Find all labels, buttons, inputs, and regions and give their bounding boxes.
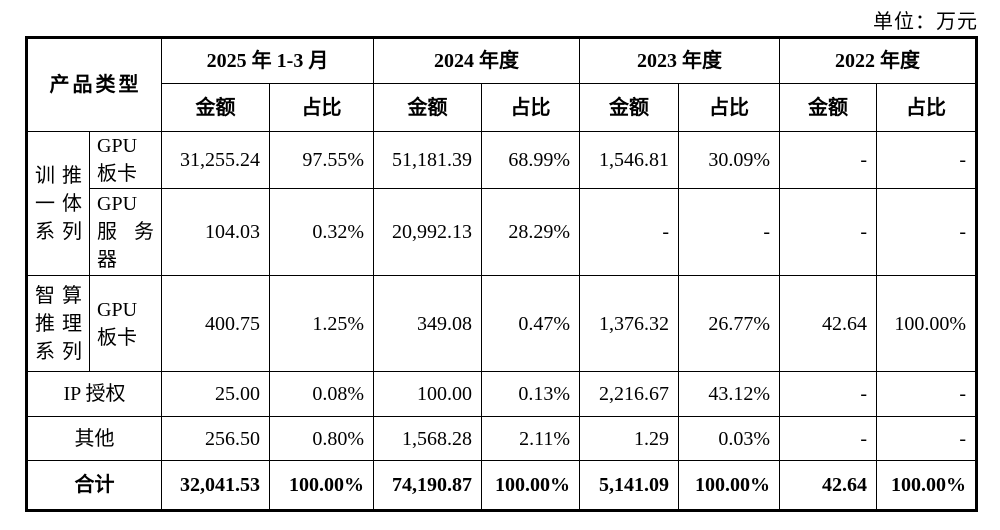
unit-label: 单位：万元 bbox=[873, 11, 978, 33]
value-cell: 25.00 bbox=[161, 371, 270, 417]
table-row: 其他 256.50 0.80% 1,568.28 2.11% 1.29 0.03… bbox=[26, 416, 978, 461]
value-cell: 28.29% bbox=[481, 188, 581, 276]
revenue-by-product-table: 产品类型 2025 年 1-3 月 2024 年度 2023 年度 2022 年… bbox=[25, 36, 979, 512]
value-cell: 0.03% bbox=[678, 416, 781, 461]
value-cell: 1.29 bbox=[579, 416, 680, 461]
row-label-gpu-board: GPU 板卡 bbox=[89, 275, 162, 372]
value-cell: 30.09% bbox=[678, 131, 781, 189]
corner-header-product-type: 产品类型 bbox=[26, 37, 162, 132]
amount-header: 金额 bbox=[373, 83, 483, 132]
table-row: IP 授权 25.00 0.08% 100.00 0.13% 2,216.67 … bbox=[26, 371, 978, 417]
value-cell: 1.25% bbox=[268, 275, 375, 372]
value-cell: 100.00% bbox=[876, 460, 978, 511]
share-header: 占比 bbox=[876, 83, 978, 132]
amount-header: 金额 bbox=[779, 83, 878, 132]
value-cell: 1,568.28 bbox=[373, 416, 483, 461]
value-cell: 1,546.81 bbox=[579, 131, 680, 189]
value-cell: - bbox=[876, 188, 978, 276]
value-cell: 0.08% bbox=[268, 371, 375, 417]
period-header-2022: 2022 年度 bbox=[779, 37, 978, 84]
value-cell: - bbox=[779, 188, 878, 276]
value-cell: 100.00% bbox=[481, 460, 581, 511]
table-row: 智 算 推 理 系 列 GPU 板卡 400.75 1.25% 349.08 0… bbox=[26, 275, 978, 372]
value-cell: - bbox=[678, 188, 781, 276]
value-cell: 42.64 bbox=[779, 275, 878, 372]
header-row-metrics: 金额 占比 金额 占比 金额 占比 金额 占比 bbox=[27, 83, 978, 132]
row-label-gpu-server: GPU 服 务 器 bbox=[89, 188, 162, 276]
table-row: GPU 服 务 器 104.03 0.32% 20,992.13 28.29% … bbox=[27, 188, 978, 276]
value-cell: 2.11% bbox=[481, 416, 581, 461]
value-cell: 0.13% bbox=[481, 371, 581, 417]
value-cell: 51,181.39 bbox=[373, 131, 483, 189]
value-cell: 256.50 bbox=[161, 416, 270, 461]
value-cell: 100.00% bbox=[268, 460, 375, 511]
value-cell: - bbox=[876, 416, 978, 461]
value-cell: 26.77% bbox=[678, 275, 781, 372]
row-label-ip-license: IP 授权 bbox=[26, 371, 162, 417]
value-cell: 97.55% bbox=[268, 131, 375, 189]
period-header-2025: 2025 年 1-3 月 bbox=[160, 37, 375, 84]
share-header: 占比 bbox=[678, 83, 781, 132]
group-label-inference-series: 智 算 推 理 系 列 bbox=[26, 275, 90, 372]
value-cell: - bbox=[779, 371, 878, 417]
value-cell: 32,041.53 bbox=[161, 460, 270, 511]
value-cell: 43.12% bbox=[678, 371, 781, 417]
row-label-other: 其他 bbox=[26, 416, 162, 461]
value-cell: 31,255.24 bbox=[161, 131, 270, 189]
value-cell: 0.80% bbox=[268, 416, 375, 461]
value-cell: 104.03 bbox=[161, 188, 270, 276]
value-cell: - bbox=[876, 131, 978, 189]
value-cell: 400.75 bbox=[161, 275, 270, 372]
value-cell: 2,216.67 bbox=[579, 371, 680, 417]
period-header-2024: 2024 年度 bbox=[373, 37, 581, 84]
value-cell: - bbox=[779, 131, 878, 189]
group-label-training-series: 训 推 一 体 系 列 bbox=[26, 131, 90, 276]
share-header: 占比 bbox=[481, 83, 581, 132]
value-cell: 0.47% bbox=[481, 275, 581, 372]
value-cell: - bbox=[579, 188, 680, 276]
total-row: 合计 32,041.53 100.00% 74,190.87 100.00% 5… bbox=[26, 460, 978, 511]
value-cell: 20,992.13 bbox=[373, 188, 483, 276]
value-cell: 5,141.09 bbox=[579, 460, 680, 511]
value-cell: 0.32% bbox=[268, 188, 375, 276]
header-row-periods: 产品类型 2025 年 1-3 月 2024 年度 2023 年度 2022 年… bbox=[26, 37, 978, 132]
value-cell: - bbox=[779, 416, 878, 461]
row-label-total: 合计 bbox=[26, 460, 162, 511]
value-cell: 1,376.32 bbox=[579, 275, 680, 372]
period-header-2023: 2023 年度 bbox=[579, 37, 781, 84]
value-cell: 100.00% bbox=[678, 460, 781, 511]
value-cell: 74,190.87 bbox=[373, 460, 483, 511]
share-header: 占比 bbox=[268, 83, 375, 132]
value-cell: 42.64 bbox=[779, 460, 878, 511]
value-cell: 100.00% bbox=[876, 275, 978, 372]
value-cell: 349.08 bbox=[373, 275, 483, 372]
value-cell: 68.99% bbox=[481, 131, 581, 189]
value-cell: - bbox=[876, 371, 978, 417]
amount-header: 金额 bbox=[161, 83, 270, 132]
value-cell: 100.00 bbox=[373, 371, 483, 417]
amount-header: 金额 bbox=[579, 83, 680, 132]
table-row: 训 推 一 体 系 列 GPU 板卡 31,255.24 97.55% 51,1… bbox=[26, 131, 978, 276]
row-label-gpu-board: GPU 板卡 bbox=[89, 131, 162, 189]
